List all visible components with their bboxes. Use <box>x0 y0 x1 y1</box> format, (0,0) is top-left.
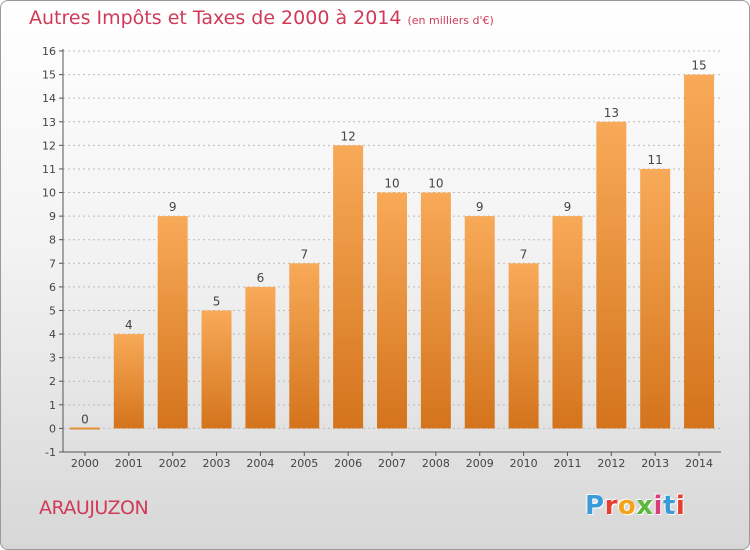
data-label: 12 <box>340 129 355 143</box>
x-tick-label: 2000 <box>71 457 99 470</box>
y-tick-label: 4 <box>49 328 56 341</box>
y-tick-label: 15 <box>42 69 56 82</box>
data-label: 13 <box>604 106 619 120</box>
y-tick-label: 8 <box>49 234 56 247</box>
x-tick-label: 2005 <box>290 457 318 470</box>
y-tick-label: 13 <box>42 116 56 129</box>
chart-unit: (en milliers d'€) <box>407 14 494 27</box>
place-name: ARAUJUZON <box>39 497 149 519</box>
bars <box>69 74 715 430</box>
y-tick-label: 11 <box>42 163 56 176</box>
x-tick-label: 2010 <box>510 457 538 470</box>
logo-letter: o <box>617 491 637 521</box>
data-label: 4 <box>125 318 133 332</box>
y-tick-label: 12 <box>42 139 56 152</box>
bar <box>596 121 627 429</box>
y-tick-label: 16 <box>42 45 56 58</box>
x-tick-label: 2006 <box>334 457 362 470</box>
axes <box>59 49 721 456</box>
y-tick-label: 2 <box>49 375 56 388</box>
data-label: 0 <box>81 412 89 426</box>
x-tick-label: 2011 <box>553 457 581 470</box>
y-tick-label: 6 <box>49 281 56 294</box>
data-label: 11 <box>648 153 663 167</box>
logo-letter: r <box>604 491 618 521</box>
logo-letter: i <box>675 491 686 521</box>
bar <box>69 427 100 430</box>
y-tick-label: -1 <box>45 446 56 459</box>
y-tick-label: 1 <box>49 399 56 412</box>
data-label: 10 <box>384 177 399 191</box>
bar <box>333 145 364 429</box>
logo-letter: P <box>585 491 605 521</box>
data-label: 7 <box>300 247 308 261</box>
bar <box>157 216 188 429</box>
x-tick-label: 2013 <box>641 457 669 470</box>
data-label: 6 <box>257 271 265 285</box>
bar <box>552 216 583 429</box>
x-tick-label: 2014 <box>685 457 713 470</box>
logo-letter: i <box>653 491 663 521</box>
bar <box>464 216 495 429</box>
x-tick-label: 2002 <box>159 457 187 470</box>
logo-letter: x <box>636 491 654 521</box>
x-tick-label: 2003 <box>203 457 231 470</box>
bar <box>113 334 144 429</box>
bar <box>201 310 232 429</box>
bar <box>508 263 539 429</box>
bar <box>289 263 320 429</box>
proxiti-logo: Proxiti <box>585 491 685 521</box>
x-tick-label: 2009 <box>466 457 494 470</box>
y-tick-label: 9 <box>49 210 56 223</box>
y-tick-label: 10 <box>42 187 56 200</box>
chart-title-text: Autres Impôts et Taxes de 2000 à 2014 <box>29 7 402 29</box>
x-tick-label: 2007 <box>378 457 406 470</box>
chart-title: Autres Impôts et Taxes de 2000 à 2014 (en… <box>29 7 494 29</box>
logo-letter: t <box>662 491 676 521</box>
data-label: 9 <box>169 200 177 214</box>
x-tick-label: 2004 <box>246 457 274 470</box>
y-tick-label: 5 <box>49 304 56 317</box>
y-tick-label: 3 <box>49 352 56 365</box>
data-label: 15 <box>691 59 706 73</box>
bar <box>377 192 407 429</box>
x-tick-label: 2001 <box>115 457 143 470</box>
x-tick-label: 2012 <box>597 457 625 470</box>
bar <box>420 192 451 429</box>
x-tick-label: 2008 <box>422 457 450 470</box>
data-label: 7 <box>520 247 528 261</box>
y-tick-label: 0 <box>49 422 56 435</box>
labels: -101234567891011121314151602000420019200… <box>42 45 713 470</box>
data-label: 10 <box>428 177 443 191</box>
bar <box>245 286 276 429</box>
data-label: 9 <box>476 200 484 214</box>
data-label: 5 <box>213 294 221 308</box>
bar <box>684 74 715 429</box>
y-tick-label: 7 <box>49 257 56 270</box>
y-tick-label: 14 <box>42 92 56 105</box>
bar <box>640 168 671 429</box>
data-label: 9 <box>564 200 572 214</box>
